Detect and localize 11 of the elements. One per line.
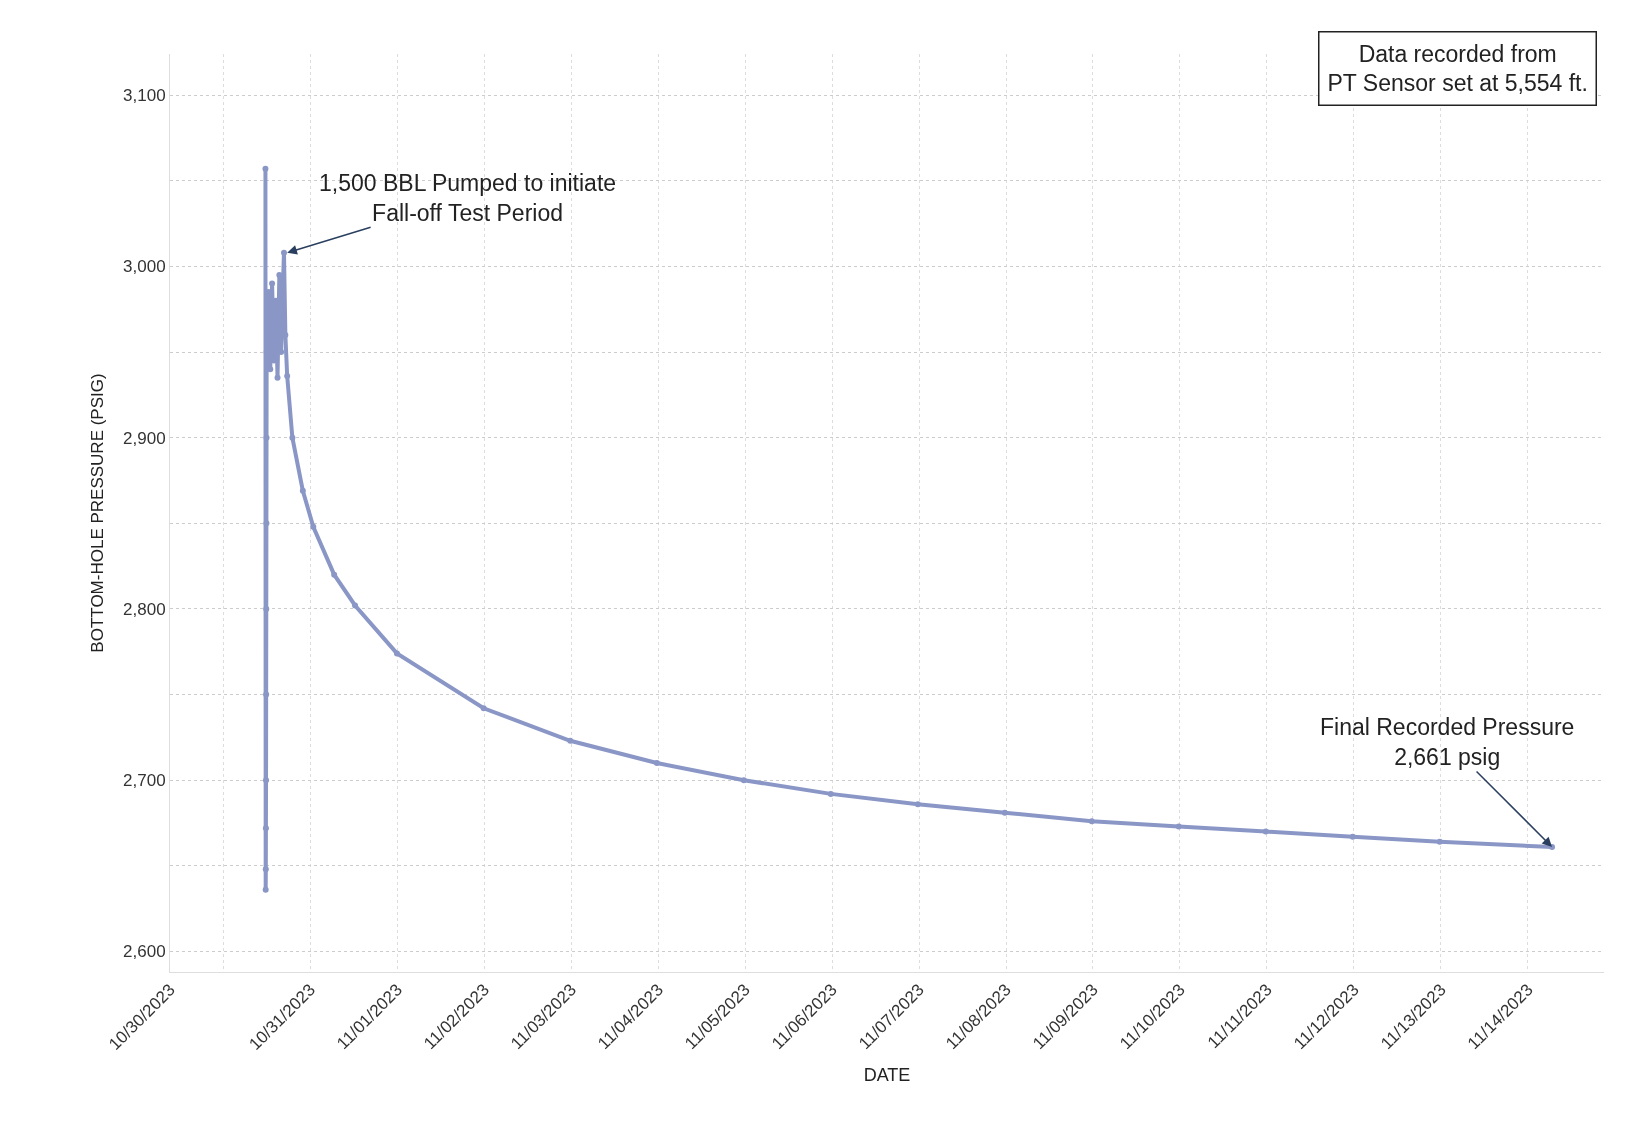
y-axis-title: BOTTOM-HOLE PRESSURE (PSIG) bbox=[87, 373, 107, 653]
y-tick-label: 2,600 bbox=[123, 942, 166, 962]
x-axis-title: DATE bbox=[863, 1065, 911, 1086]
y-tick-label: 2,700 bbox=[123, 771, 166, 791]
y-tick-label: 3,000 bbox=[123, 257, 166, 277]
y-tick-label: 3,100 bbox=[123, 86, 166, 106]
annotation: Final Recorded Pressure 2,661 psig bbox=[1320, 714, 1575, 770]
y-tick-label: 2,900 bbox=[123, 428, 166, 448]
y-tick-label: 2,800 bbox=[123, 599, 166, 619]
annotation: 1,500 BBL Pumped to initiate Fall-off Test Period bbox=[319, 170, 617, 226]
annotation: Data recorded from PT Sensor set at 5,554 ft. bbox=[1327, 40, 1588, 97]
